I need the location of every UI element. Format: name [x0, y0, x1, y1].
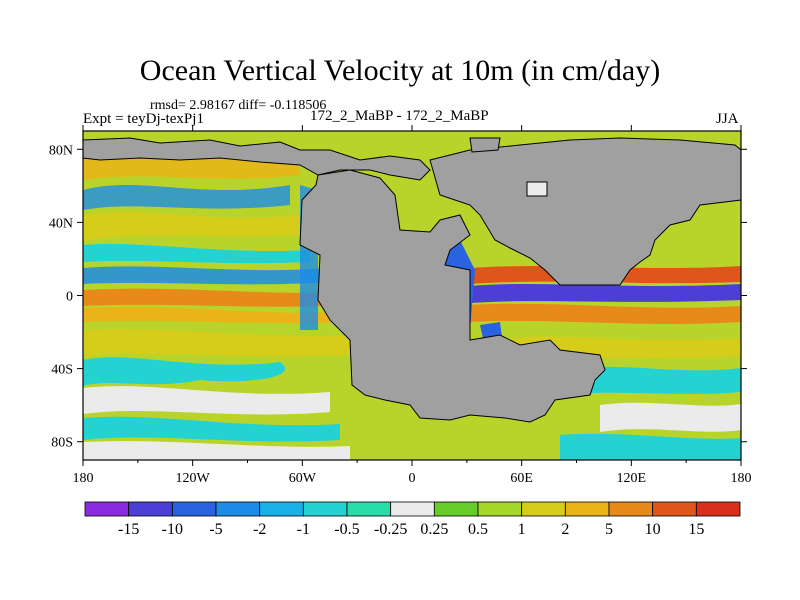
- colorbar-swatch: [433, 501, 479, 517]
- field-patch: [83, 212, 300, 240]
- field-patch: [83, 416, 340, 442]
- colorbar-swatch: [477, 501, 523, 517]
- colorbar-label: 10: [645, 521, 661, 538]
- colorbar-label: 0.5: [468, 521, 488, 538]
- field-patch: [83, 441, 350, 460]
- colorbar-label: -1: [297, 521, 310, 538]
- colorbar-label: -0.5: [334, 521, 359, 538]
- land-pangaea: [299, 169, 606, 423]
- x-tick-label: 60E: [510, 471, 533, 486]
- field-patch: [83, 386, 330, 415]
- colorbar-swatch: [128, 501, 173, 517]
- season-label: JJA: [716, 111, 739, 127]
- x-tick-label: 60W: [289, 471, 317, 486]
- field-patch: [83, 328, 350, 357]
- comparison-label: 172_2_MaBP - 172_2_MaBP: [310, 108, 489, 124]
- land-north: [429, 137, 742, 286]
- land-masses: [82, 137, 742, 423]
- stats-label: rmsd= 2.98167 diff= -0.118506: [150, 98, 327, 113]
- colorbar-label: 1: [518, 521, 526, 538]
- chart-title: Ocean Vertical Velocity at 10m (in cm/da…: [139, 54, 661, 87]
- colorbar-label: -5: [209, 521, 222, 538]
- x-tick-label: 0: [409, 471, 416, 486]
- y-tick-label: 40N: [49, 216, 73, 231]
- x-tick-label: 180: [731, 471, 752, 486]
- land-island: [526, 181, 548, 197]
- field-patch: [560, 366, 741, 396]
- map-plot-area: [82, 130, 742, 461]
- field-patch: [470, 284, 741, 303]
- field-patch: [560, 433, 741, 460]
- colorbar-swatch: [346, 501, 392, 517]
- x-tick-label: 180: [73, 471, 94, 486]
- colorbar-label: 0.25: [420, 521, 448, 538]
- y-tick-label: 0: [66, 290, 73, 305]
- colorbar-label: -10: [162, 521, 183, 538]
- colorbar-label: -15: [118, 521, 139, 538]
- colorbar-label: 5: [605, 521, 613, 538]
- land-island: [469, 137, 501, 153]
- colorbar: -15 -10 -5 -2 -1 -0.5 -0.25 0.25 0.5 1 2 5 10 15: [84, 501, 741, 538]
- y-axis: 80N 40N 0 40S 80S: [49, 143, 747, 451]
- field-patch: [83, 288, 345, 307]
- x-tick-label: 120E: [617, 471, 647, 486]
- experiment-label: Expt = teyDj-texPj1: [83, 111, 204, 127]
- field-patch: [83, 243, 310, 264]
- field-patch: [470, 303, 741, 324]
- colorbar-swatch: [564, 501, 610, 517]
- colorbar-swatch: [215, 501, 261, 517]
- field-patch: [83, 307, 345, 324]
- x-axis: 180 120W 60W 0 60E 120E 180: [73, 125, 752, 486]
- colorbar-swatch: [608, 501, 654, 517]
- land-arctic: [82, 137, 431, 181]
- colorbar-swatch: [695, 501, 741, 517]
- colorbar-label: 2: [561, 521, 569, 538]
- colorbar-swatch: [390, 501, 435, 517]
- colorbar-label: -0.25: [374, 521, 407, 538]
- colorbar-swatch: [652, 501, 697, 517]
- colorbar-swatch: [84, 501, 130, 517]
- colorbar-swatch: [171, 501, 217, 517]
- colorbar-swatch: [302, 501, 348, 517]
- y-tick-label: 80S: [51, 436, 73, 451]
- y-tick-label: 80N: [49, 143, 73, 158]
- field-patch: [83, 357, 286, 386]
- y-tick-label: 40S: [51, 363, 73, 378]
- colorbar-label: -2: [253, 521, 266, 538]
- field-patch: [83, 185, 290, 210]
- colorbar-swatch: [521, 501, 566, 517]
- colorbar-label: 15: [688, 521, 704, 538]
- colorbar-swatch: [259, 501, 304, 517]
- x-tick-label: 120W: [176, 471, 211, 486]
- field-patch: [600, 402, 741, 432]
- field-patch: [83, 266, 330, 285]
